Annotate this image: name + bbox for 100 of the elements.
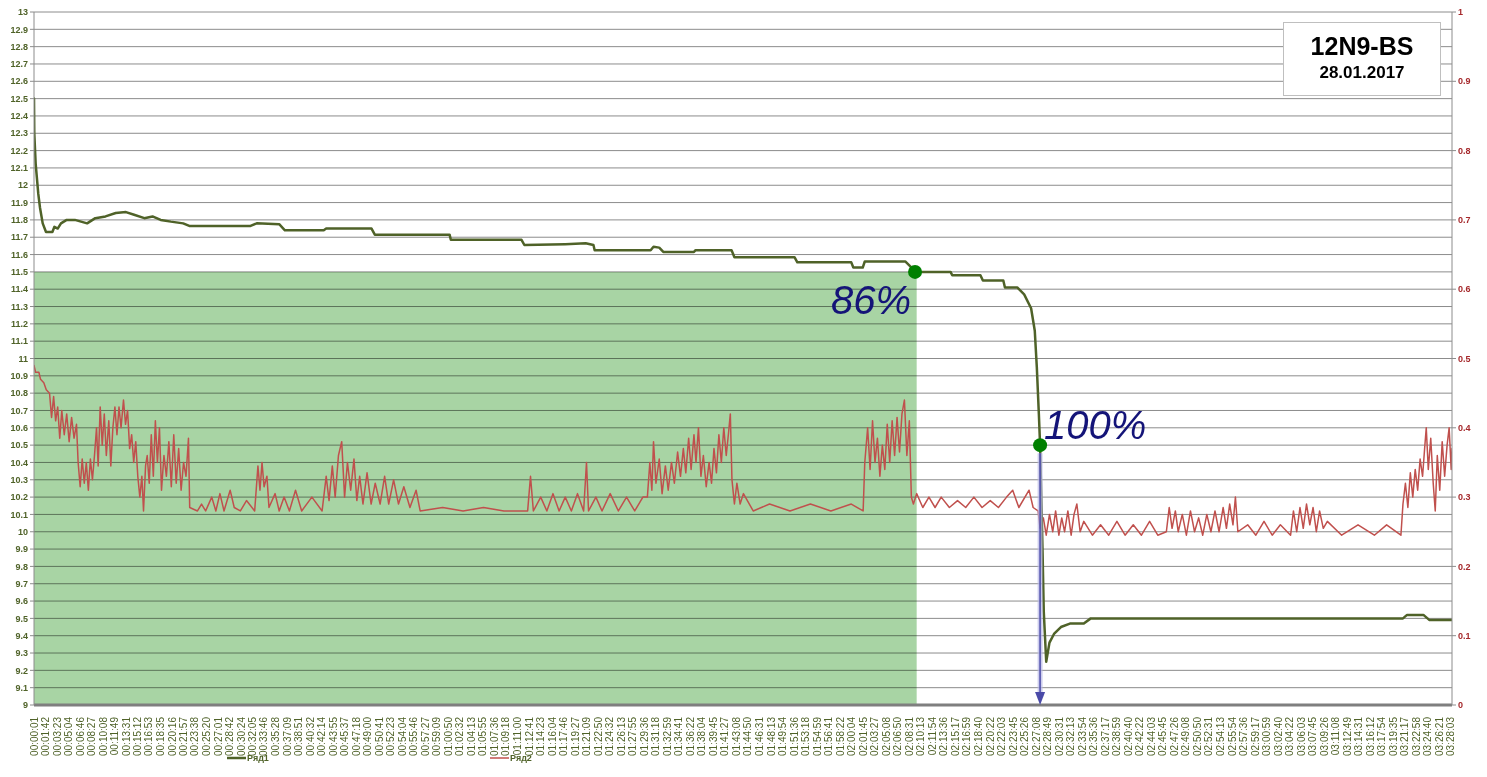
x-tick-label: 02:42:22 [1134,716,1146,756]
x-tick-label: 01:39:45 [707,716,719,756]
x-tick-label: 01:29:36 [638,716,650,756]
x-tick-label: 02:32:13 [1065,716,1077,756]
y-tick-label: 12.9 [10,24,28,35]
x-tick-label: 03:21:17 [1399,716,1411,756]
x-tick-label: 00:50:41 [373,716,385,756]
x-tick-label: 01:41:27 [719,716,731,756]
y-tick-label: 11.2 [10,319,28,330]
x-tick-label: 00:35:28 [270,716,282,756]
y-tick-label: 9.5 [15,613,28,624]
x-tick-label: 02:11:54 [926,716,938,756]
x-tick-label: 01:38:04 [696,716,708,756]
y-tick-label: 13 [17,7,28,18]
x-tick-label: 01:05:55 [477,716,489,756]
x-tick-label: 02:01:45 [857,716,869,756]
y2-tick-label: 0.5 [1458,353,1471,364]
y-tick-label: 10.8 [10,388,28,399]
x-tick-label: 01:00:50 [442,716,454,756]
y-tick-label: 12.5 [10,93,28,104]
y-tick-label: 9.4 [15,630,28,641]
y-tick-label: 12.8 [10,41,28,52]
x-tick-label: 00:11:49 [108,716,120,756]
x-tick-label: 03:22:58 [1410,716,1422,756]
x-tick-label: 03:04:22 [1284,716,1296,756]
y-tick-label: 9.1 [15,682,28,693]
y2-tick-label: 0.6 [1458,284,1471,295]
x-tick-label: 02:52:31 [1203,716,1215,756]
x-tick-label: 02:44:03 [1145,716,1157,756]
y-tick-label: 11.7 [10,232,28,243]
y2-tick-label: 0.4 [1458,422,1471,433]
x-tick-label: 03:07:45 [1307,716,1319,756]
x-tick-label: 00:16:53 [143,716,155,756]
y-tick-label: 10.2 [10,492,28,503]
annotation: 100% [1044,403,1147,448]
x-tick-label: 00:52:23 [385,716,397,756]
x-tick-label: 00:00:01 [28,716,40,756]
x-tick-label: 01:07:36 [488,716,500,756]
y-tick-label: 10.3 [10,474,28,485]
x-tick-label: 02:05:08 [880,716,892,756]
x-tick-label: 02:54:13 [1215,716,1227,756]
x-tick-label: 03:24:40 [1422,716,1434,756]
x-tick-label: 02:03:27 [869,716,881,756]
x-tick-label: 00:37:09 [281,716,293,756]
y-tick-label: 12 [17,180,28,191]
x-tick-label: 01:09:18 [500,716,512,756]
y2-tick-label: 0.9 [1458,76,1471,87]
x-tick-label: 03:16:12 [1364,716,1376,756]
x-tick-label: 00:25:20 [201,716,213,756]
x-tick-label: 00:21:57 [177,716,189,756]
x-tick-label: 02:25:26 [1019,716,1031,756]
y-tick-label: 12.4 [10,111,28,122]
x-tick-label: 02:38:59 [1111,716,1123,756]
x-tick-label: 03:26:21 [1433,716,1445,756]
x-tick-label: 02:40:40 [1122,716,1134,756]
x-tick-label: 00:01:42 [40,716,52,756]
y-tick-label: 10.5 [10,440,28,451]
y2-tick-label: 0.2 [1458,561,1471,572]
x-tick-label: 03:02:40 [1272,716,1284,756]
y-tick-label: 12.2 [10,145,28,156]
x-tick-label: 00:18:35 [155,716,167,756]
x-tick-label: 00:43:55 [327,716,339,756]
x-tick-label: 00:30:24 [235,716,247,756]
x-tick-label: 02:27:08 [1030,716,1042,756]
annotation: 86% [830,277,912,322]
y-tick-label: 11.9 [10,197,28,208]
x-tick-label: 01:34:41 [673,716,685,756]
x-tick-label: 02:35:36 [1088,716,1100,756]
y-tick-label: 11 [18,353,28,364]
x-tick-label: 03:19:35 [1387,716,1399,756]
x-tick-label: 00:32:05 [247,716,259,756]
y-tick-label: 10.1 [10,509,28,520]
x-tick-label: 01:44:50 [742,716,754,756]
y-tick-label: 9.6 [15,596,28,607]
x-tick-label: 02:08:31 [903,716,915,756]
text: 28.01.2017 [1319,62,1405,84]
x-tick-label: 03:17:54 [1376,716,1388,756]
x-tick-label: 02:20:22 [984,716,996,756]
x-tick-label: 00:45:37 [339,716,351,756]
y-tick-label: 11.3 [10,301,28,312]
x-tick-label: 01:16:04 [546,716,558,756]
y-tick-label: 12.3 [10,128,28,139]
x-tick-label: 01:49:54 [777,716,788,756]
x-tick-label: 02:13:36 [938,716,950,756]
x-tick-label: 00:33:46 [258,716,270,756]
x-tick-label: 01:46:31 [753,716,765,756]
x-tick-label: 03:00:59 [1261,716,1273,756]
y2-tick-label: 0.3 [1458,492,1471,503]
x-tick-label: 02:15:17 [949,716,961,756]
x-tick-label: 02:49:08 [1180,716,1192,756]
x-tick-label: 00:10:08 [97,716,109,756]
x-tick-label: 01:27:55 [627,716,639,756]
x-tick-label: 02:10:13 [915,716,927,756]
x-tick-label: 01:14:23 [535,716,547,756]
x-tick-label: 01:53:18 [800,716,812,756]
x-tick-label: 00:38:51 [293,716,305,756]
x-tick-label: 01:19:27 [569,716,581,756]
x-tick-label: 03:11:08 [1330,716,1342,756]
x-tick-label: 01:02:32 [454,716,466,756]
x-tick-label: 02:33:54 [1076,716,1088,756]
